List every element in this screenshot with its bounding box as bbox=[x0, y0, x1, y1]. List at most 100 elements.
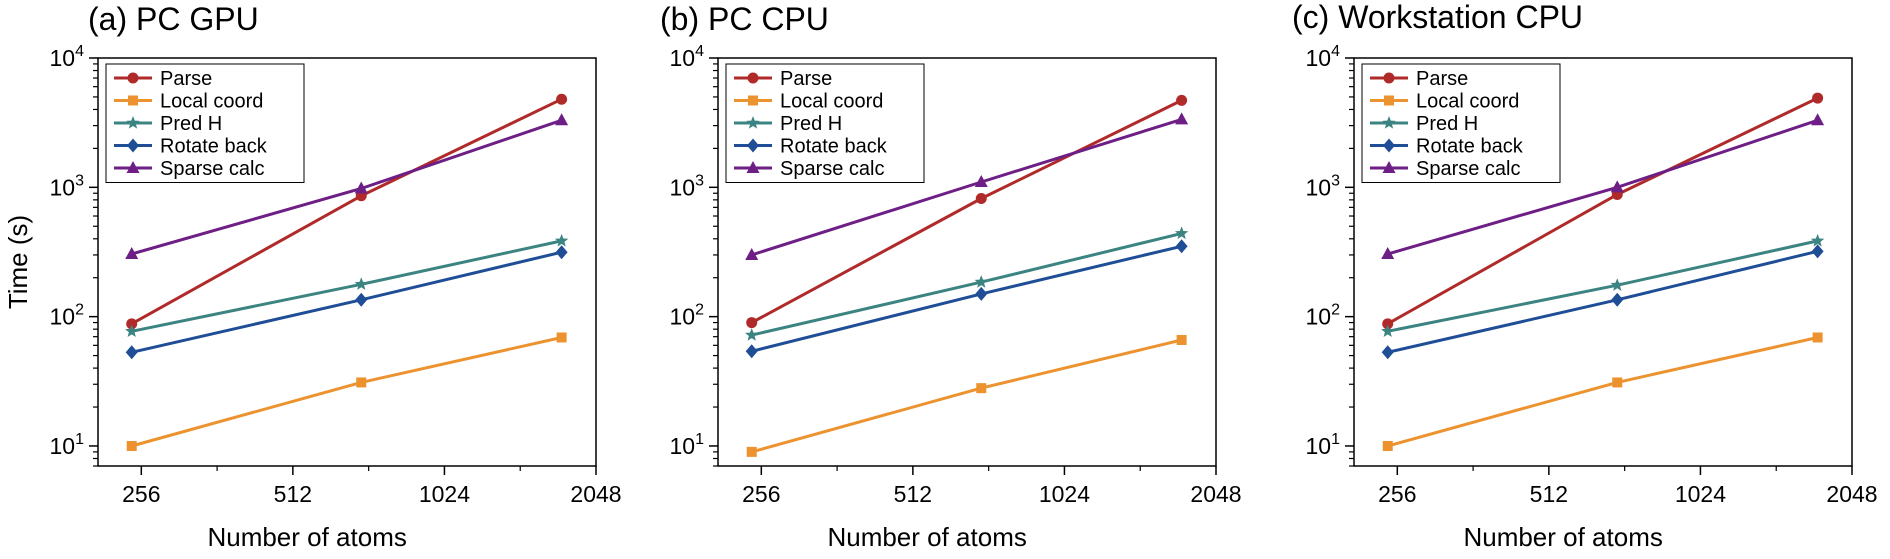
data-point bbox=[125, 247, 139, 260]
legend-marker bbox=[128, 95, 138, 106]
series-line bbox=[131, 336, 562, 448]
data-point bbox=[745, 247, 759, 260]
x-tick-label: 256 bbox=[742, 481, 780, 507]
legend-label: Parse bbox=[1416, 68, 1468, 90]
x-tick-label: 1024 bbox=[1675, 481, 1726, 507]
series-pred-h bbox=[745, 226, 1189, 341]
y-tick-label: 104 bbox=[670, 43, 705, 71]
data-point bbox=[125, 324, 139, 337]
data-point bbox=[356, 377, 367, 388]
data-point bbox=[354, 277, 368, 290]
legend-marker bbox=[126, 161, 140, 173]
data-point bbox=[126, 318, 138, 330]
data-point bbox=[1381, 345, 1394, 360]
series-line bbox=[131, 239, 562, 333]
panel-title: (c) Workstation CPU bbox=[1292, 0, 1583, 35]
data-point bbox=[974, 174, 988, 187]
series-line bbox=[131, 250, 562, 354]
legend-marker bbox=[747, 72, 759, 84]
data-point bbox=[746, 317, 758, 329]
data-point bbox=[555, 113, 569, 126]
data-point bbox=[554, 233, 569, 247]
series-line bbox=[751, 244, 1182, 353]
legend-marker bbox=[1382, 161, 1396, 173]
data-point bbox=[555, 245, 568, 260]
x-tick-label: 2048 bbox=[1826, 481, 1877, 507]
legend-marker bbox=[126, 116, 140, 129]
data-point bbox=[1610, 278, 1624, 291]
x-axis-label: Number of atoms bbox=[207, 522, 406, 552]
x-axis-label: Number of atoms bbox=[1463, 522, 1662, 552]
data-point bbox=[1176, 94, 1188, 106]
data-point bbox=[1175, 239, 1188, 254]
data-point bbox=[1811, 244, 1824, 259]
legend-marker bbox=[127, 138, 139, 153]
data-point bbox=[556, 332, 567, 343]
data-point bbox=[1610, 180, 1624, 193]
plot-frame bbox=[717, 57, 1217, 467]
data-point bbox=[1382, 318, 1394, 330]
y-tick-label: 101 bbox=[670, 431, 705, 459]
series-local-coord bbox=[746, 334, 1187, 457]
data-point bbox=[354, 181, 368, 194]
plot-frame bbox=[1353, 57, 1853, 467]
series-local-coord bbox=[126, 332, 567, 451]
legend-marker bbox=[746, 116, 760, 129]
y-axis-label: Time (s) bbox=[3, 215, 33, 309]
data-point bbox=[1612, 377, 1623, 388]
legend-label: Pred H bbox=[160, 113, 222, 135]
legend-label: Sparse calc bbox=[780, 158, 885, 180]
x-axis-label: Number of atoms bbox=[827, 522, 1026, 552]
x-tick-label: 256 bbox=[122, 481, 160, 507]
data-point bbox=[1810, 233, 1825, 247]
data-point bbox=[746, 446, 757, 457]
data-point bbox=[1175, 112, 1189, 125]
data-point bbox=[975, 286, 988, 301]
series-parse bbox=[1382, 92, 1824, 330]
panel-title: (b) PC CPU bbox=[660, 1, 829, 37]
panel-title: (a) PC GPU bbox=[88, 1, 259, 37]
legend-label: Local coord bbox=[780, 91, 883, 113]
y-tick-label: 102 bbox=[670, 302, 705, 330]
data-point bbox=[1382, 440, 1393, 451]
chart-panel: (c) Workstation CPU 101 102 103 104 256 512 102… bbox=[1292, 0, 1878, 552]
legend-label: Rotate back bbox=[1416, 136, 1524, 158]
legend-label: Pred H bbox=[1416, 113, 1478, 135]
y-tick-label: 103 bbox=[670, 172, 705, 200]
data-point bbox=[976, 383, 987, 394]
legend-marker bbox=[1382, 116, 1396, 129]
y-tick-label: 104 bbox=[50, 43, 85, 71]
series-sparse-calc bbox=[745, 112, 1189, 260]
legend-label: Rotate back bbox=[160, 136, 268, 158]
data-point bbox=[1812, 92, 1824, 104]
data-point bbox=[1174, 226, 1189, 240]
y-tick-label: 101 bbox=[1306, 431, 1341, 459]
data-point bbox=[556, 93, 568, 105]
data-point bbox=[125, 345, 138, 360]
series-parse bbox=[126, 93, 568, 330]
series-rotate-back bbox=[125, 245, 568, 360]
data-point bbox=[745, 344, 758, 359]
data-point bbox=[1176, 334, 1187, 345]
series-sparse-calc bbox=[1381, 113, 1825, 260]
legend-marker bbox=[1384, 95, 1394, 106]
legend-marker bbox=[747, 138, 759, 153]
series-sparse-calc bbox=[125, 113, 569, 260]
chart-panel: (a) PC GPU 101 102 103 104 256 512 1024 2048 Numb… bbox=[3, 1, 622, 552]
data-point bbox=[975, 192, 987, 204]
y-tick-label: 103 bbox=[1306, 172, 1341, 200]
legend-label: Rotate back bbox=[780, 136, 888, 158]
x-tick-label: 256 bbox=[1378, 481, 1416, 507]
series-line bbox=[1387, 336, 1818, 448]
chart-panel: (b) PC CPU 101 102 103 104 256 512 1024 2048 Numb… bbox=[660, 1, 1242, 552]
series-rotate-back bbox=[1381, 244, 1824, 360]
data-point bbox=[1812, 332, 1823, 343]
series-pred-h bbox=[125, 233, 569, 337]
legend-marker bbox=[748, 95, 758, 106]
series-rotate-back bbox=[745, 239, 1188, 359]
data-point bbox=[1381, 324, 1395, 337]
